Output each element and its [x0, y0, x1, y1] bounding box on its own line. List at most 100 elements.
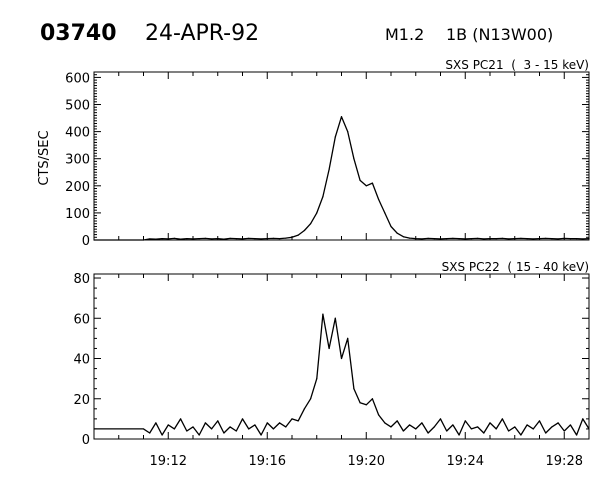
data-point: [309, 223, 312, 225]
data-point: [569, 424, 572, 426]
data-point: [421, 422, 423, 424]
data-point: [272, 237, 275, 239]
data-point: [402, 236, 404, 238]
data-point: [254, 424, 256, 426]
data-point: [204, 422, 206, 424]
data-point: [396, 232, 398, 234]
data-point: [563, 237, 565, 239]
data-point: [576, 434, 578, 436]
data-point: [576, 238, 578, 240]
data-point: [452, 424, 454, 426]
event-id: 03740: [40, 21, 117, 46]
series-line: [94, 313, 590, 436]
data-point: [526, 424, 528, 426]
data-point: [588, 238, 590, 240]
data-point: [204, 237, 206, 239]
y-tick-label: 600: [65, 71, 90, 86]
data-point: [427, 237, 429, 239]
data-point: [538, 420, 541, 422]
data-point: [285, 426, 287, 428]
data-point: [446, 430, 448, 432]
data-point: [483, 238, 485, 240]
data-point: [582, 418, 584, 420]
data-point: [328, 347, 330, 350]
data-point: [316, 212, 318, 214]
data-point: [359, 179, 361, 181]
data-point: [173, 428, 176, 430]
data-point: [235, 238, 237, 240]
y-tick-label: 20: [73, 393, 90, 408]
data-point: [545, 237, 547, 239]
y-tick-label: 0: [82, 234, 90, 249]
panel-pc21: SXS PC21 ( 3 - 15 keV) CTS/SEC 0 100 200 30…: [37, 58, 590, 249]
data-point: [402, 430, 404, 432]
panel-title: SXS PC21 ( 3 - 15 keV): [445, 58, 589, 72]
x-tick-label: 19:28: [546, 454, 583, 469]
data-point: [155, 238, 157, 240]
data-point: [155, 422, 157, 424]
data-point: [408, 237, 411, 239]
data-point: [563, 430, 565, 432]
data-point: [514, 238, 516, 240]
data-point: [161, 238, 163, 240]
data-point: [520, 237, 522, 239]
data-point: [458, 238, 460, 240]
data-point: [192, 238, 194, 240]
data-point: [291, 236, 293, 238]
data-point: [186, 430, 188, 432]
data-point: [241, 238, 244, 240]
data-point: [93, 428, 95, 430]
data-point: [192, 426, 194, 428]
data-point: [142, 428, 145, 430]
data-point: [588, 428, 590, 430]
data-point: [520, 434, 522, 436]
data-point: [260, 238, 262, 240]
data-point: [384, 422, 386, 424]
x-tick-label: 19:24: [447, 454, 484, 469]
data-point: [427, 432, 429, 434]
data-point: [347, 131, 349, 133]
data-point: [365, 185, 367, 187]
data-point: [248, 237, 250, 239]
data-point: [421, 238, 423, 240]
data-point: [198, 238, 200, 240]
data-point: [378, 414, 380, 416]
data-point: [297, 420, 299, 422]
data-point: [446, 238, 448, 240]
y-tick-label: 500: [65, 99, 90, 114]
y-tick-label: 60: [73, 312, 90, 327]
data-point: [557, 422, 559, 424]
data-point: [495, 428, 497, 430]
data-point: [142, 239, 145, 241]
data-point: [297, 234, 299, 236]
data-point: [285, 237, 287, 239]
data-point: [180, 418, 182, 420]
data-point: [241, 418, 244, 420]
data-point: [551, 426, 553, 428]
data-point: [303, 408, 305, 410]
data-point: [149, 238, 151, 240]
data-point: [272, 428, 275, 430]
y-tick-label: 100: [65, 207, 90, 222]
panel-title: SXS PC22 ( 15 - 40 keV): [442, 260, 589, 274]
data-point: [433, 426, 435, 428]
data-point: [464, 420, 466, 422]
goes-class: M1.2: [385, 25, 424, 44]
data-point: [464, 238, 466, 240]
data-point: [161, 434, 163, 436]
data-point: [495, 238, 497, 240]
panel-pc22: SXS PC22 ( 15 - 40 keV) 19:12 19:16 19:20 1…: [73, 260, 590, 469]
data-point: [415, 238, 417, 240]
data-point: [347, 337, 349, 339]
data-point: [408, 424, 411, 426]
data-point: [217, 420, 219, 422]
data-point: [223, 238, 225, 240]
data-point: [477, 237, 479, 239]
data-point: [235, 430, 237, 432]
data-point: [180, 238, 182, 240]
data-point: [551, 238, 553, 240]
data-point: [210, 238, 213, 240]
event-date: 24-APR-92: [145, 21, 259, 46]
series-line: [94, 116, 590, 241]
